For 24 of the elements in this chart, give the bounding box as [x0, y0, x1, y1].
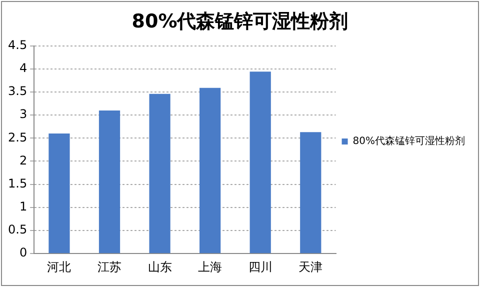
legend-label: 80%代森锰锌可湿性粉剂: [352, 135, 466, 148]
y-tick-label: 1: [19, 200, 28, 214]
bar: [200, 88, 221, 254]
y-tick-label: 0.5: [8, 222, 28, 237]
bar: [98, 110, 120, 254]
bar: [300, 132, 322, 254]
y-tick-label: 3: [19, 107, 28, 122]
chart-title: 80%代森锰锌可湿性粉剂: [132, 10, 348, 32]
bar: [250, 72, 271, 254]
x-tick-label: 河北: [47, 260, 72, 274]
x-tick-label: 江苏: [98, 260, 122, 274]
y-tick-label: 0: [19, 246, 28, 260]
x-tick-label: 四川: [248, 260, 272, 274]
y-tick-label: 4: [19, 61, 28, 76]
y-tick-label: 2.5: [8, 130, 28, 144]
x-tick-label: 山东: [148, 260, 172, 274]
y-tick-label: 2: [19, 153, 28, 168]
y-tick-label: 4.5: [8, 38, 28, 52]
x-tick-label: 上海: [198, 260, 222, 274]
bar: [149, 94, 170, 254]
bar: [48, 134, 70, 254]
x-tick-label: 天津: [298, 260, 323, 274]
y-tick-label: 1.5: [8, 176, 28, 190]
y-tick-label: 3.5: [8, 84, 28, 98]
